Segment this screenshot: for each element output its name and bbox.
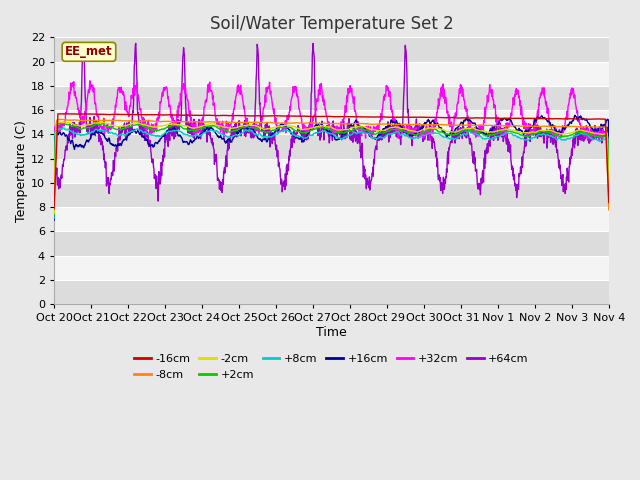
+32cm	[490, 102, 498, 108]
Bar	[54, 280, 609, 304]
+2cm	[605, 196, 612, 202]
+16cm	[571, 112, 579, 118]
+32cm	[50, 127, 58, 133]
+2cm	[540, 129, 547, 134]
-2cm	[61, 119, 69, 125]
X-axis label: Time: Time	[316, 326, 347, 339]
Line: -16cm: -16cm	[54, 114, 609, 209]
+16cm	[236, 128, 243, 133]
-2cm	[174, 121, 182, 127]
+2cm	[59, 120, 67, 126]
+64cm	[154, 198, 162, 204]
+32cm	[86, 78, 93, 84]
Line: +64cm: +64cm	[54, 43, 609, 201]
-2cm	[50, 211, 58, 216]
+32cm	[161, 88, 168, 94]
Bar	[54, 207, 609, 231]
Title: Soil/Water Temperature Set 2: Soil/Water Temperature Set 2	[209, 15, 453, 33]
-2cm	[418, 127, 426, 133]
-16cm	[540, 116, 547, 121]
-16cm	[236, 113, 244, 119]
+64cm	[174, 121, 182, 127]
+8cm	[605, 191, 612, 196]
+8cm	[60, 125, 67, 131]
+16cm	[50, 217, 58, 223]
+2cm	[174, 123, 182, 129]
+2cm	[418, 131, 426, 136]
Text: EE_met: EE_met	[65, 45, 113, 59]
+16cm	[173, 131, 181, 136]
+16cm	[605, 163, 612, 169]
+8cm	[236, 132, 244, 138]
-8cm	[57, 117, 65, 122]
-16cm	[605, 200, 612, 205]
-16cm	[50, 206, 58, 212]
Line: +2cm: +2cm	[54, 123, 609, 216]
+64cm	[161, 154, 168, 159]
+8cm	[50, 216, 58, 221]
+64cm	[79, 40, 87, 46]
Line: -8cm: -8cm	[54, 120, 609, 210]
+32cm	[418, 130, 426, 135]
+64cm	[540, 137, 547, 143]
Bar	[54, 86, 609, 110]
+32cm	[605, 128, 612, 133]
Line: +8cm: +8cm	[54, 128, 609, 218]
-2cm	[540, 128, 547, 133]
+8cm	[418, 132, 426, 138]
+2cm	[236, 126, 244, 132]
Bar	[54, 37, 609, 61]
-16cm	[418, 114, 426, 120]
+2cm	[50, 213, 58, 218]
-8cm	[174, 119, 182, 124]
Bar	[54, 183, 609, 207]
-8cm	[605, 207, 612, 213]
Line: +16cm: +16cm	[54, 115, 609, 220]
-8cm	[540, 123, 547, 129]
-8cm	[236, 120, 244, 125]
Line: -2cm: -2cm	[54, 122, 609, 214]
Line: +32cm: +32cm	[54, 81, 609, 141]
+32cm	[588, 138, 595, 144]
Bar	[54, 231, 609, 256]
+32cm	[236, 84, 244, 90]
+32cm	[174, 115, 182, 120]
-16cm	[161, 112, 168, 118]
Y-axis label: Temperature (C): Temperature (C)	[15, 120, 28, 222]
+8cm	[540, 131, 547, 137]
+2cm	[161, 126, 168, 132]
+16cm	[418, 126, 426, 132]
+32cm	[540, 90, 547, 96]
-8cm	[490, 123, 498, 129]
+64cm	[236, 126, 244, 132]
-8cm	[50, 203, 58, 209]
+64cm	[419, 123, 426, 129]
-16cm	[174, 112, 182, 118]
Bar	[54, 134, 609, 159]
+16cm	[539, 115, 547, 120]
-16cm	[56, 111, 63, 117]
-2cm	[490, 129, 498, 135]
+64cm	[605, 127, 612, 133]
Bar	[54, 159, 609, 183]
+8cm	[490, 135, 498, 141]
-8cm	[161, 119, 168, 124]
+16cm	[160, 133, 168, 139]
Bar	[54, 256, 609, 280]
-2cm	[605, 199, 612, 204]
Legend: -16cm, -8cm, -2cm, +2cm, +8cm, +16cm, +32cm, +64cm: -16cm, -8cm, -2cm, +2cm, +8cm, +16cm, +3…	[130, 350, 533, 384]
+64cm	[491, 131, 499, 137]
-2cm	[161, 122, 168, 128]
Bar	[54, 110, 609, 134]
+8cm	[161, 131, 168, 136]
+2cm	[490, 132, 498, 137]
-16cm	[490, 115, 498, 121]
+64cm	[50, 153, 58, 159]
-8cm	[418, 122, 426, 128]
-2cm	[236, 123, 244, 129]
+16cm	[490, 125, 498, 131]
+8cm	[174, 128, 182, 134]
Bar	[54, 61, 609, 86]
